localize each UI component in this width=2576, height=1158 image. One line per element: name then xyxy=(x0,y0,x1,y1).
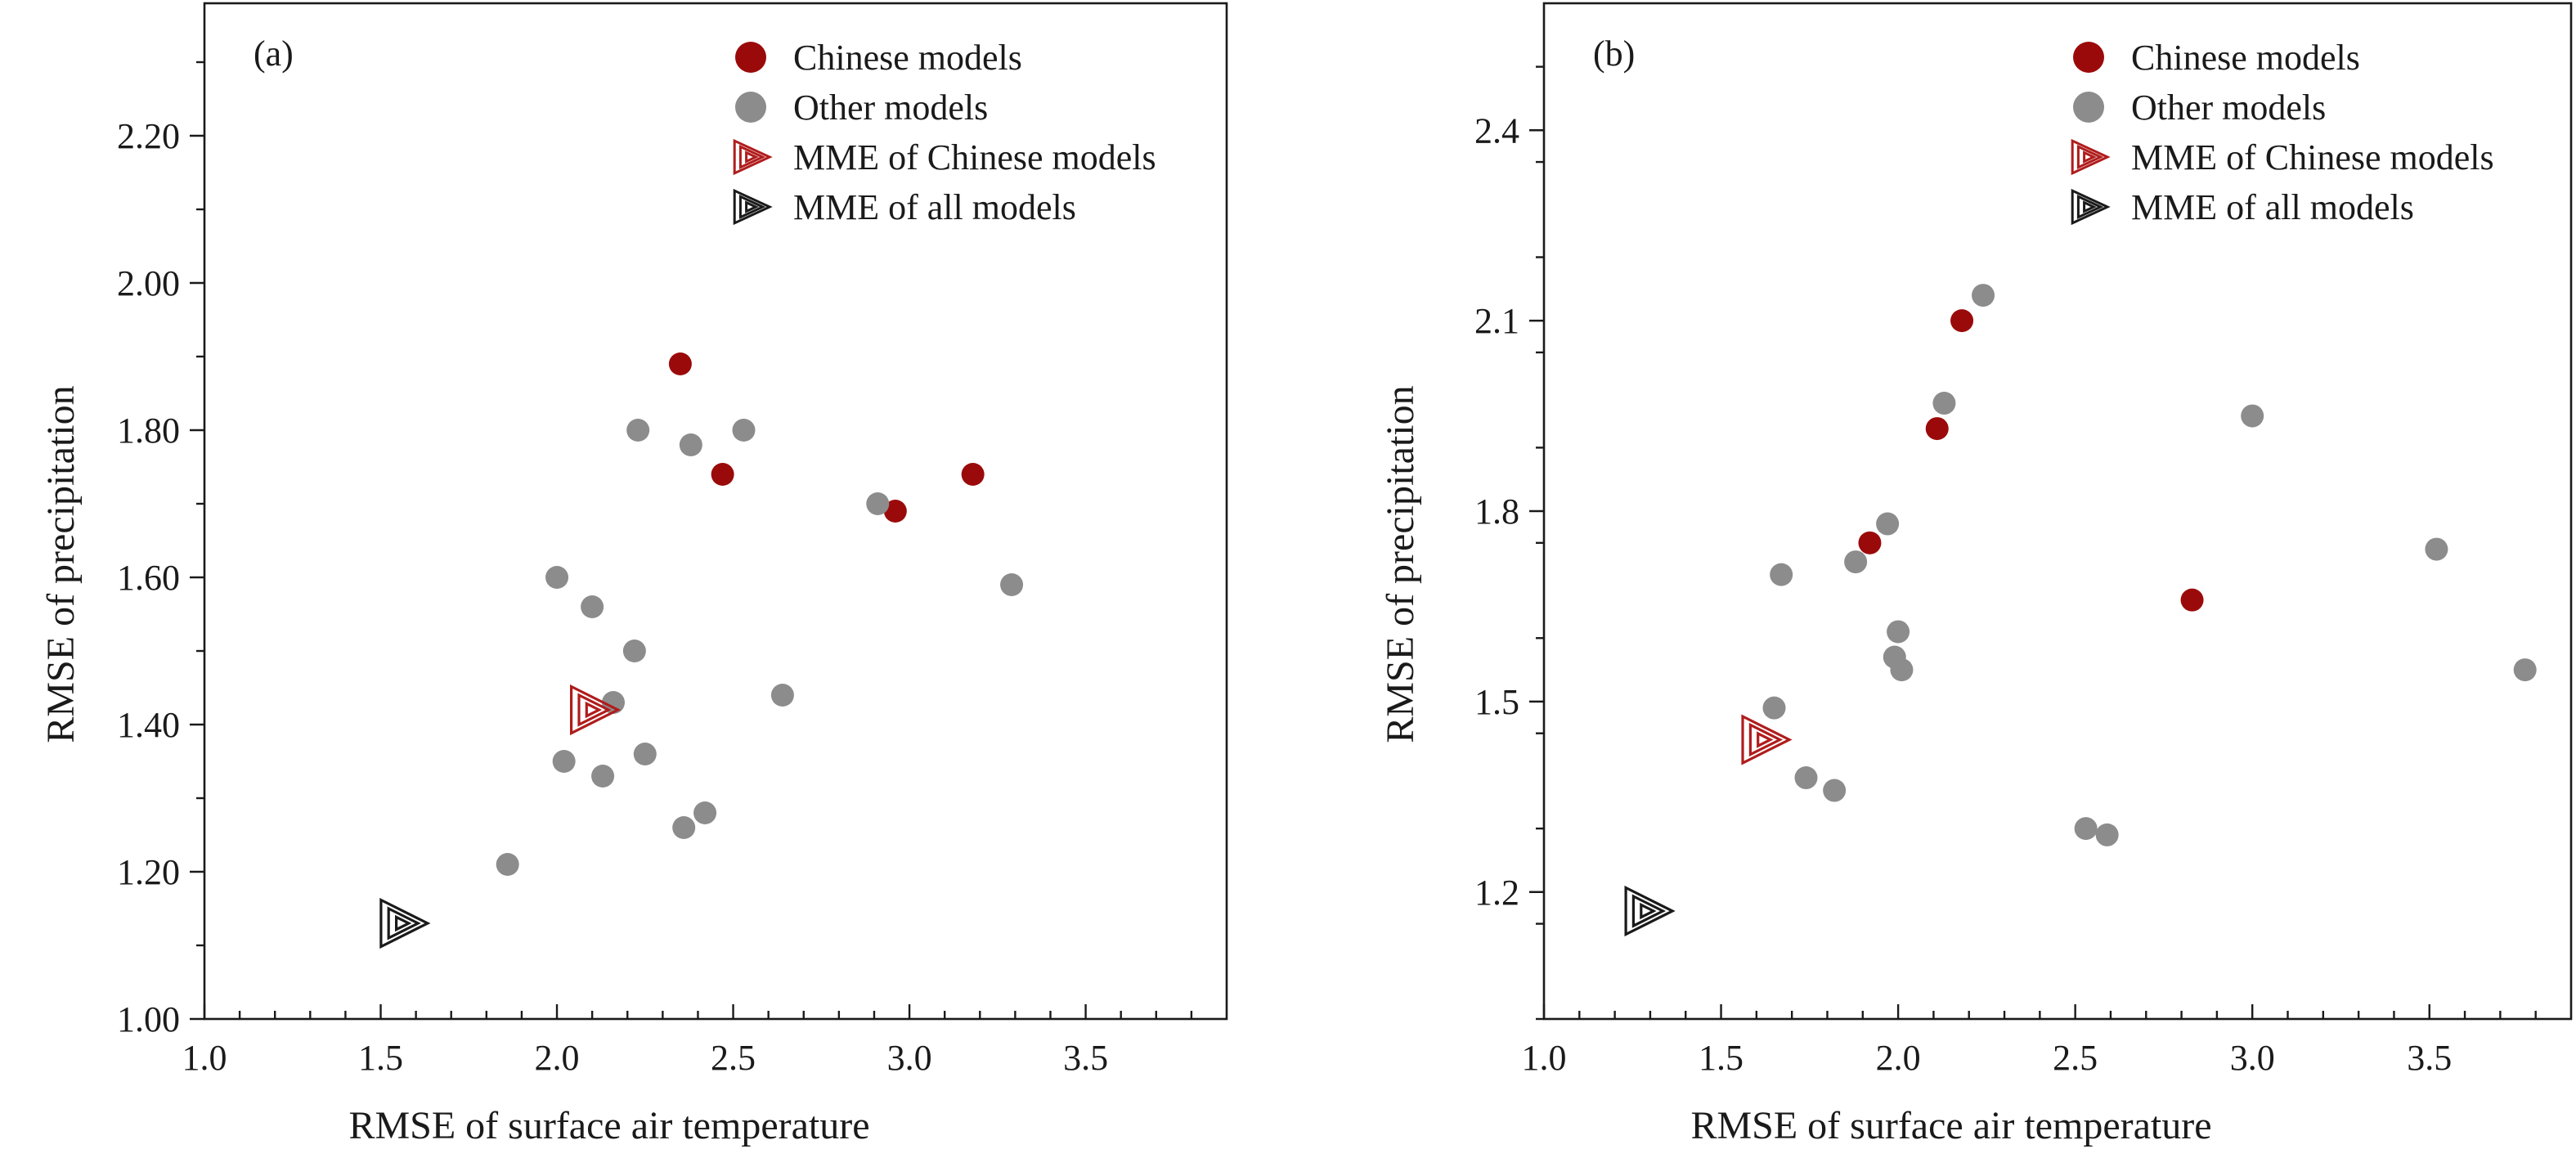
chinese-model-point xyxy=(883,500,907,523)
panel-label: (a) xyxy=(254,34,294,74)
y-tick-label: 1.00 xyxy=(117,999,180,1039)
other-model-point xyxy=(1762,696,1786,720)
other-model-point xyxy=(770,684,794,707)
legend-marker-mme-chinese xyxy=(2071,138,2111,176)
other-model-point xyxy=(1000,573,1024,596)
y-tick-label: 1.80 xyxy=(117,411,180,451)
x-tick-label: 2.0 xyxy=(1876,1038,1921,1078)
legend-label-mme-all: MME of all models xyxy=(793,187,1076,227)
other-model-point xyxy=(672,816,696,839)
other-model-point xyxy=(1890,658,1914,682)
plot-frame xyxy=(203,2,1228,1021)
other-model-point xyxy=(633,743,657,765)
chinese-model-point xyxy=(1858,531,1882,554)
legend: Chinese models Other models MME of Chinese… xyxy=(733,38,1156,227)
x-axis-title: RMSE of surface air temperature xyxy=(1690,1104,2211,1147)
mme-all-marker xyxy=(1624,885,1676,937)
legend-label-chinese: Chinese models xyxy=(793,38,1022,78)
x-tick-label: 1.0 xyxy=(182,1038,227,1078)
y-tick-label: 2.1 xyxy=(1474,301,1519,341)
x-tick-label: 3.5 xyxy=(2407,1038,2452,1078)
legend-marker-mme-all xyxy=(733,188,773,226)
y-tick-label: 1.5 xyxy=(1474,682,1519,722)
mme-chinese-marker xyxy=(1741,714,1793,765)
x-tick-label: 3.5 xyxy=(1063,1038,1108,1078)
other-model-point xyxy=(866,492,890,515)
other-model-point xyxy=(552,750,576,773)
chinese-model-point xyxy=(1925,417,1949,441)
y-tick-label: 1.2 xyxy=(1474,873,1519,913)
other-model-point xyxy=(1932,392,1956,415)
other-model-point xyxy=(622,640,646,662)
other-model-point xyxy=(1770,563,1793,586)
y-tick-label: 2.4 xyxy=(1474,110,1519,150)
legend-marker-chinese xyxy=(2073,42,2104,73)
x-tick-label: 2.5 xyxy=(711,1038,756,1078)
legend-marker-mme-all xyxy=(2071,188,2111,226)
other-model-point xyxy=(679,433,702,456)
mme-chinese-marker xyxy=(569,684,622,736)
other-model-point xyxy=(2241,404,2264,428)
x-tick-label: 1.5 xyxy=(1699,1038,1744,1078)
other-model-point xyxy=(732,419,756,442)
legend-label-mme-chinese: MME of Chinese models xyxy=(2131,137,2494,177)
other-model-point xyxy=(1823,779,1847,802)
other-model-point xyxy=(1887,620,1910,644)
y-tick-label: 1.20 xyxy=(117,852,180,892)
x-tick-label: 3.0 xyxy=(2230,1038,2275,1078)
y-tick-label: 1.8 xyxy=(1474,491,1519,532)
chinese-model-point xyxy=(961,463,985,486)
legend-marker-other xyxy=(2073,92,2104,123)
other-model-point xyxy=(496,853,519,876)
y-axis-title: RMSE of precipitation xyxy=(39,385,83,743)
legend-marker-chinese xyxy=(735,42,766,73)
other-model-point xyxy=(581,595,604,618)
legend-label-other: Other models xyxy=(2131,88,2326,128)
other-model-point xyxy=(1794,766,1818,790)
chinese-model-point xyxy=(711,463,734,486)
other-model-point xyxy=(1972,284,1995,307)
x-tick-label: 2.5 xyxy=(2053,1038,2098,1078)
y-tick-label: 2.00 xyxy=(117,263,180,303)
other-model-point xyxy=(545,566,569,589)
panel-b: 1.0 1.5 2.0 2.5 3.0 3.5 1.2 1.5 1.8 2.1 2.4 RMSE of… xyxy=(1379,2,2573,1147)
other-model-point xyxy=(626,419,650,442)
chinese-model-point xyxy=(2180,588,2204,612)
y-tick-label: 2.20 xyxy=(117,116,180,156)
legend-marker-other xyxy=(735,92,766,123)
other-model-point xyxy=(693,801,717,824)
chinese-model-point xyxy=(668,352,692,375)
panel-label: (b) xyxy=(1593,34,1635,74)
x-tick-label: 2.0 xyxy=(535,1038,580,1078)
x-axis-title: RMSE of surface air temperature xyxy=(348,1104,869,1147)
mme-all-marker xyxy=(379,897,431,949)
other-model-point xyxy=(591,765,615,788)
x-tick-label: 1.0 xyxy=(1522,1038,1567,1078)
legend: Chinese models Other models MME of Chinese… xyxy=(2071,38,2494,227)
other-model-point xyxy=(1844,550,1868,574)
x-tick-label: 3.0 xyxy=(887,1038,932,1078)
y-tick-label: 1.60 xyxy=(117,558,180,598)
legend-label-other: Other models xyxy=(793,88,988,128)
legend-label-mme-chinese: MME of Chinese models xyxy=(793,137,1156,177)
other-model-point xyxy=(1876,512,1900,536)
legend-marker-mme-chinese xyxy=(733,138,773,176)
other-model-point xyxy=(2425,537,2448,561)
legend-label-mme-all: MME of all models xyxy=(2131,187,2414,227)
y-tick-label: 1.40 xyxy=(117,705,180,745)
other-model-point xyxy=(2513,658,2537,682)
other-model-point xyxy=(2095,823,2119,846)
chinese-model-point xyxy=(1950,309,1974,333)
y-axis-title: RMSE of precipitation xyxy=(1379,385,1422,743)
panel-a: 1.0 1.5 2.0 2.5 3.0 3.5 1.00 1.20 1.40 1.60 1.80 2.… xyxy=(39,2,1228,1147)
legend-label-chinese: Chinese models xyxy=(2131,38,2360,78)
other-model-point xyxy=(2074,817,2098,841)
x-tick-label: 1.5 xyxy=(358,1038,403,1078)
